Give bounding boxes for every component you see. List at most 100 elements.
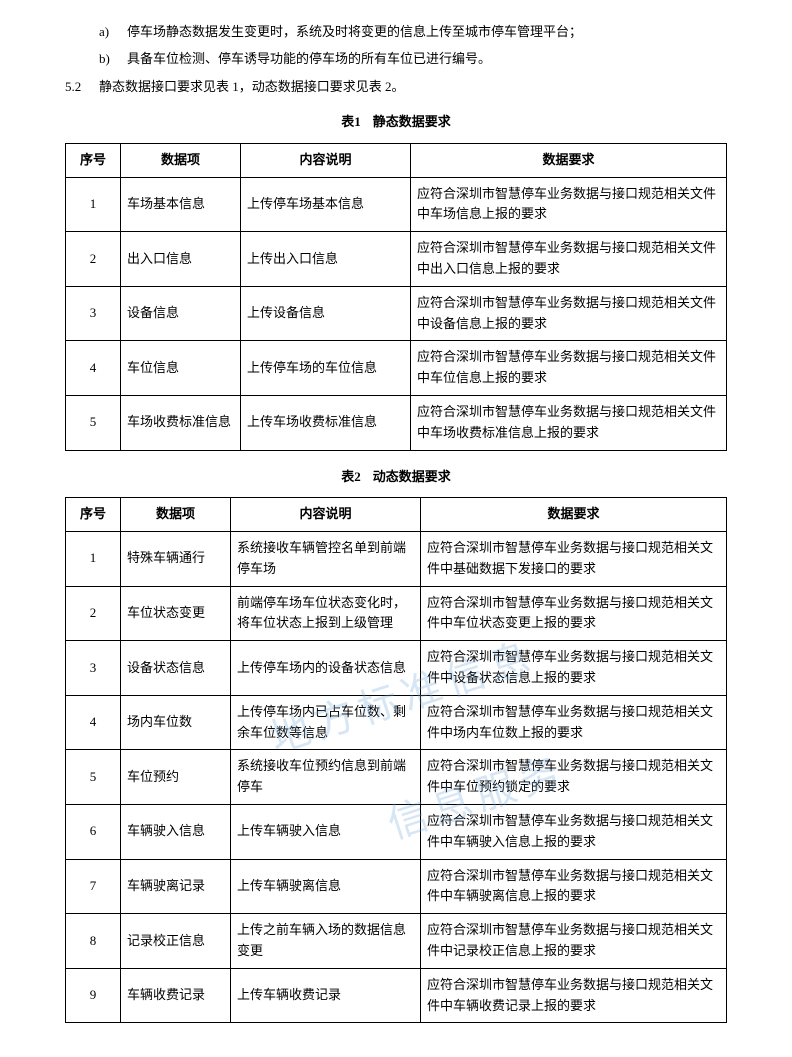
section-number: 5.2: [65, 75, 99, 100]
section-52: 5.2静态数据接口要求见表 1，动态数据接口要求见表 2。: [65, 75, 727, 100]
cell-req: 应符合深圳市智慧停车业务数据与接口规范相关文件中出入口信息上报的要求: [411, 232, 727, 287]
cell-req: 应符合深圳市智慧停车业务数据与接口规范相关文件中车辆驶离信息上报的要求: [421, 859, 727, 914]
cell-item: 车辆驶离记录: [121, 859, 231, 914]
cell-idx: 1: [66, 532, 121, 587]
cell-idx: 1: [66, 177, 121, 232]
table2-caption-text: 动态数据要求: [373, 469, 451, 484]
cell-idx: 4: [66, 341, 121, 396]
cell-item: 车场基本信息: [121, 177, 241, 232]
cell-item: 车位预约: [121, 750, 231, 805]
table-row: 3设备信息上传设备信息应符合深圳市智慧停车业务数据与接口规范相关文件中设备信息上…: [66, 286, 727, 341]
list-label-a: a): [99, 20, 127, 45]
cell-req: 应符合深圳市智慧停车业务数据与接口规范相关文件中车位状态变更上报的要求: [421, 586, 727, 641]
cell-item: 车辆驶入信息: [121, 804, 231, 859]
table-row: 5车场收费标准信息上传车场收费标准信息应符合深圳市智慧停车业务数据与接口规范相关…: [66, 395, 727, 450]
cell-idx: 4: [66, 695, 121, 750]
cell-item: 场内车位数: [121, 695, 231, 750]
cell-req: 应符合深圳市智慧停车业务数据与接口规范相关文件中车场收费标准信息上报的要求: [411, 395, 727, 450]
page: a)停车场静态数据发生变更时，系统及时将变更的信息上传至城市停车管理平台； b)…: [65, 20, 727, 1023]
list-label-b: b): [99, 47, 127, 72]
cell-req: 应符合深圳市智慧停车业务数据与接口规范相关文件中车辆驶入信息上报的要求: [421, 804, 727, 859]
table2-caption-label: 表2: [341, 469, 361, 484]
table1-h2: 数据项: [121, 143, 241, 177]
cell-desc: 上传车辆驶入信息: [231, 804, 421, 859]
cell-idx: 5: [66, 750, 121, 805]
cell-req: 应符合深圳市智慧停车业务数据与接口规范相关文件中设备信息上报的要求: [411, 286, 727, 341]
cell-item: 设备信息: [121, 286, 241, 341]
cell-desc: 前端停车场车位状态变化时，将车位状态上报到上级管理: [231, 586, 421, 641]
cell-item: 车场收费标准信息: [121, 395, 241, 450]
cell-desc: 上传停车场基本信息: [241, 177, 411, 232]
table-row: 3设备状态信息上传停车场内的设备状态信息应符合深圳市智慧停车业务数据与接口规范相…: [66, 641, 727, 696]
table1-body: 1车场基本信息上传停车场基本信息应符合深圳市智慧停车业务数据与接口规范相关文件中…: [66, 177, 727, 450]
table1-h3: 内容说明: [241, 143, 411, 177]
cell-req: 应符合深圳市智慧停车业务数据与接口规范相关文件中车场信息上报的要求: [411, 177, 727, 232]
list-item-a: a)停车场静态数据发生变更时，系统及时将变更的信息上传至城市停车管理平台；: [65, 20, 727, 45]
table1-h4: 数据要求: [411, 143, 727, 177]
cell-desc: 系统接收车辆管控名单到前端停车场: [231, 532, 421, 587]
cell-req: 应符合深圳市智慧停车业务数据与接口规范相关文件中车辆收费记录上报的要求: [421, 968, 727, 1023]
cell-desc: 上传设备信息: [241, 286, 411, 341]
cell-item: 特殊车辆通行: [121, 532, 231, 587]
cell-idx: 5: [66, 395, 121, 450]
table-row: 8记录校正信息上传之前车辆入场的数据信息变更应符合深圳市智慧停车业务数据与接口规…: [66, 914, 727, 969]
cell-item: 记录校正信息: [121, 914, 231, 969]
table2-h2: 数据项: [121, 498, 231, 532]
list-text-b: 具备车位检测、停车诱导功能的停车场的所有车位已进行编号。: [127, 51, 491, 66]
cell-item: 设备状态信息: [121, 641, 231, 696]
cell-desc: 上传停车场内已占车位数、剩余车位数等信息: [231, 695, 421, 750]
table-row: 4车位信息上传停车场的车位信息应符合深圳市智慧停车业务数据与接口规范相关文件中车…: [66, 341, 727, 396]
table2-caption: 表2 动态数据要求: [65, 465, 727, 490]
cell-idx: 7: [66, 859, 121, 914]
table1-caption-label: 表1: [341, 114, 361, 129]
table1-caption-text: 静态数据要求: [373, 114, 451, 129]
cell-idx: 2: [66, 232, 121, 287]
table-row: 1特殊车辆通行系统接收车辆管控名单到前端停车场应符合深圳市智慧停车业务数据与接口…: [66, 532, 727, 587]
cell-item: 出入口信息: [121, 232, 241, 287]
cell-desc: 上传出入口信息: [241, 232, 411, 287]
cell-req: 应符合深圳市智慧停车业务数据与接口规范相关文件中车位信息上报的要求: [411, 341, 727, 396]
table1: 序号 数据项 内容说明 数据要求 1车场基本信息上传停车场基本信息应符合深圳市智…: [65, 143, 727, 451]
cell-idx: 6: [66, 804, 121, 859]
table1-caption: 表1 静态数据要求: [65, 110, 727, 135]
table-row: 7车辆驶离记录上传车辆驶离信息应符合深圳市智慧停车业务数据与接口规范相关文件中车…: [66, 859, 727, 914]
list-item-b: b)具备车位检测、停车诱导功能的停车场的所有车位已进行编号。: [65, 47, 727, 72]
table-row: 5车位预约系统接收车位预约信息到前端停车应符合深圳市智慧停车业务数据与接口规范相…: [66, 750, 727, 805]
cell-req: 应符合深圳市智慧停车业务数据与接口规范相关文件中场内车位数上报的要求: [421, 695, 727, 750]
cell-desc: 上传车场收费标准信息: [241, 395, 411, 450]
cell-item: 车位信息: [121, 341, 241, 396]
cell-req: 应符合深圳市智慧停车业务数据与接口规范相关文件中车位预约锁定的要求: [421, 750, 727, 805]
cell-desc: 上传车辆收费记录: [231, 968, 421, 1023]
table2-header-row: 序号 数据项 内容说明 数据要求: [66, 498, 727, 532]
section-text: 静态数据接口要求见表 1，动态数据接口要求见表 2。: [99, 79, 405, 94]
table2: 序号 数据项 内容说明 数据要求 1特殊车辆通行系统接收车辆管控名单到前端停车场…: [65, 497, 727, 1023]
cell-desc: 上传停车场的车位信息: [241, 341, 411, 396]
table-row: 6车辆驶入信息上传车辆驶入信息应符合深圳市智慧停车业务数据与接口规范相关文件中车…: [66, 804, 727, 859]
cell-idx: 9: [66, 968, 121, 1023]
table2-h1: 序号: [66, 498, 121, 532]
table1-h1: 序号: [66, 143, 121, 177]
table-row: 1车场基本信息上传停车场基本信息应符合深圳市智慧停车业务数据与接口规范相关文件中…: [66, 177, 727, 232]
table-row: 2车位状态变更前端停车场车位状态变化时，将车位状态上报到上级管理应符合深圳市智慧…: [66, 586, 727, 641]
cell-idx: 3: [66, 286, 121, 341]
cell-req: 应符合深圳市智慧停车业务数据与接口规范相关文件中记录校正信息上报的要求: [421, 914, 727, 969]
cell-idx: 8: [66, 914, 121, 969]
cell-desc: 上传之前车辆入场的数据信息变更: [231, 914, 421, 969]
table-row: 4场内车位数上传停车场内已占车位数、剩余车位数等信息应符合深圳市智慧停车业务数据…: [66, 695, 727, 750]
table2-h4: 数据要求: [421, 498, 727, 532]
cell-desc: 上传停车场内的设备状态信息: [231, 641, 421, 696]
table-row: 9车辆收费记录上传车辆收费记录应符合深圳市智慧停车业务数据与接口规范相关文件中车…: [66, 968, 727, 1023]
cell-item: 车辆收费记录: [121, 968, 231, 1023]
cell-req: 应符合深圳市智慧停车业务数据与接口规范相关文件中基础数据下发接口的要求: [421, 532, 727, 587]
cell-item: 车位状态变更: [121, 586, 231, 641]
cell-idx: 2: [66, 586, 121, 641]
list-text-a: 停车场静态数据发生变更时，系统及时将变更的信息上传至城市停车管理平台；: [127, 24, 582, 39]
table-row: 2出入口信息上传出入口信息应符合深圳市智慧停车业务数据与接口规范相关文件中出入口…: [66, 232, 727, 287]
table2-h3: 内容说明: [231, 498, 421, 532]
cell-idx: 3: [66, 641, 121, 696]
table2-body: 1特殊车辆通行系统接收车辆管控名单到前端停车场应符合深圳市智慧停车业务数据与接口…: [66, 532, 727, 1023]
cell-req: 应符合深圳市智慧停车业务数据与接口规范相关文件中设备状态信息上报的要求: [421, 641, 727, 696]
cell-desc: 上传车辆驶离信息: [231, 859, 421, 914]
cell-desc: 系统接收车位预约信息到前端停车: [231, 750, 421, 805]
table1-header-row: 序号 数据项 内容说明 数据要求: [66, 143, 727, 177]
